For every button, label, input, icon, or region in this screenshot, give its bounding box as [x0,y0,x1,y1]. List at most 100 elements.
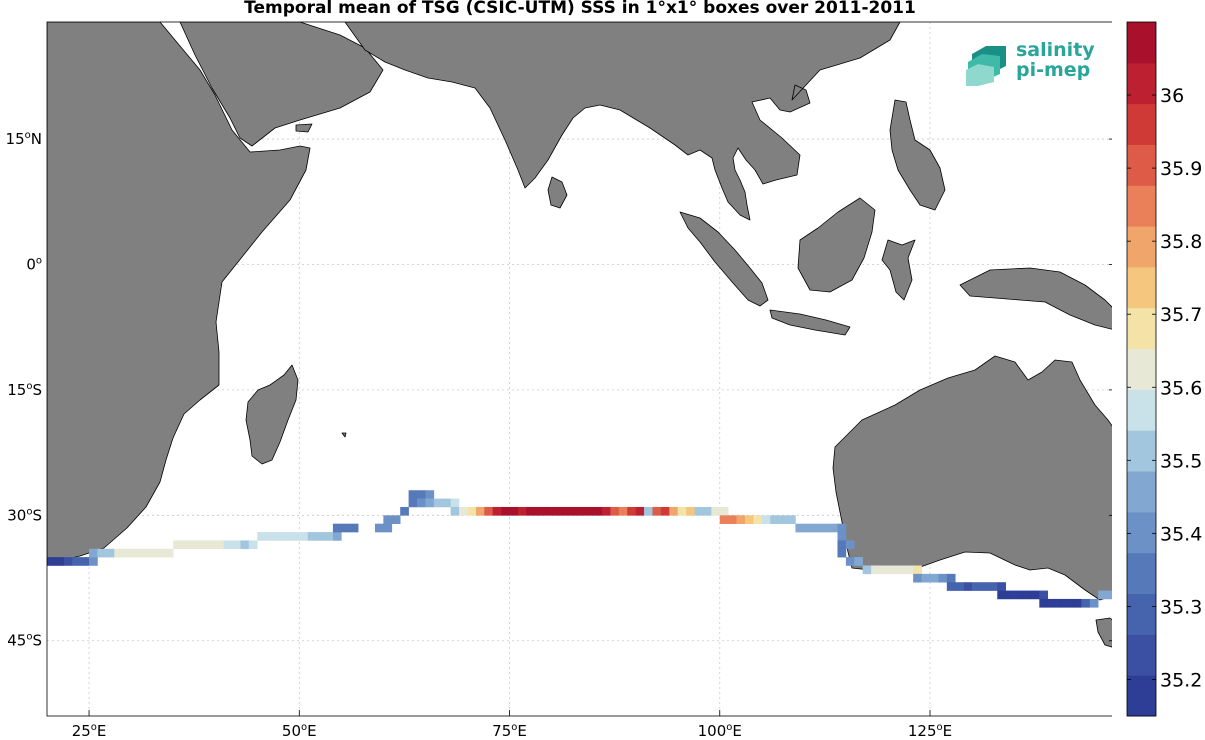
sss-cell [181,540,191,550]
tasmania-land [1095,617,1112,648]
sss-cell [787,515,796,524]
sss-cell [955,582,964,591]
colorbar-block [1127,307,1156,350]
colorbar-block [1127,511,1156,554]
colorbar-tick-label: 35.6 [1160,377,1202,399]
sss-cell [450,506,460,516]
sss-cell [711,506,721,516]
sss-cell [946,573,956,583]
sss-cell [913,573,922,583]
sss-cell [686,506,695,516]
lon-tick-label: 75oE [492,722,527,740]
sss-cell [568,506,578,516]
sss-cell [593,506,603,516]
sss-cell [761,515,771,524]
sss-cell [215,540,224,550]
sss-cell [467,506,477,516]
lon-tick-label: 50oE [282,722,317,740]
sss-cell [929,573,939,583]
land-layer [47,22,1112,648]
sss-cell [879,565,889,575]
sss-cell [417,498,426,508]
new-guinea-land [959,267,1112,330]
colorbar-ticks: 35.2 35.3 35.4 35.5 35.6 35.7 35.8 35.9 36 [1127,85,1202,691]
sss-cell [400,506,409,516]
sss-cell [408,490,418,499]
sss-cell [72,557,81,566]
lat-tick-label: 45oS [7,632,42,650]
sss-cell [1089,598,1099,608]
colorbar-block [1127,103,1156,145]
colorbar-tick-label: 36 [1160,85,1184,107]
sss-cell [585,506,594,516]
sss-cell [391,515,401,524]
sss-cell [837,532,847,541]
sss-cell [896,565,906,575]
colorbar-tick-label: 35.8 [1160,231,1202,253]
sss-cells-layer [47,490,1112,608]
colorbar-block [1127,62,1156,105]
lat-tick-label: 15oS [7,381,42,399]
sss-cell [122,548,132,558]
sss-cell [795,523,805,533]
sss-cell [517,506,527,516]
sss-cell [189,540,199,550]
colorbar-block [1127,266,1156,309]
sss-cell [728,515,737,524]
sss-cell [803,523,813,533]
sss-cell [854,557,864,566]
arabia-land [179,22,384,147]
sss-cell [383,523,393,533]
sss-cell [55,557,65,566]
asia-land [344,22,901,221]
sss-cell [997,582,1006,591]
sss-cell [963,582,973,591]
sss-cell [736,515,746,524]
sss-cell [332,523,342,533]
colorbar-tick-label: 35.7 [1160,304,1202,326]
colorbar-block [1127,634,1156,676]
colorbar-tick-label: 35.9 [1160,158,1202,180]
axis-ticks-layer: 15oN 0o 15oS 30oS 45oS 25oE 50oE 75oE 100oE 125oE [6,130,1112,740]
sss-cell [139,548,149,558]
colorbar-block [1127,593,1156,635]
wave-logo-icon [966,46,1006,86]
colorbar-block [1127,22,1156,64]
colorbar-tick-label: 35.3 [1160,596,1202,618]
sss-cell [408,498,418,508]
colorbar-block [1127,471,1156,513]
sss-cell [425,490,435,499]
sss-cell [526,506,536,516]
sss-cell [1022,590,1032,600]
sss-cell [1098,590,1107,600]
sss-cell [618,506,628,516]
sss-cell [997,590,1006,600]
sss-cell [820,523,830,533]
sss-cell [131,548,140,558]
sss-cell [913,565,922,575]
sss-cell [862,565,872,575]
mauritius-land [341,432,347,438]
colorbar-block [1127,430,1156,472]
sss-cell [1005,590,1015,600]
sss-cell [349,523,359,533]
sss-cell [89,557,98,566]
lon-tick-label: 25oE [72,722,107,740]
sss-cell [1081,598,1091,608]
sss-cell [887,565,897,575]
sss-cell [290,532,300,541]
sss-cell [871,565,880,575]
sss-cell [719,515,729,524]
lon-tick-label: 100oE [698,722,742,740]
sss-cell [602,506,611,516]
sss-cell [559,506,569,516]
sss-cell [1047,598,1057,608]
sss-cell [240,540,250,550]
sss-cell [778,515,788,524]
sss-cell [534,506,544,516]
sss-cell [97,548,107,558]
colorbar-block [1127,552,1156,595]
colorbar-block [1127,185,1156,227]
sss-cell [980,582,990,591]
lat-tick-label: 30oS [7,506,42,524]
